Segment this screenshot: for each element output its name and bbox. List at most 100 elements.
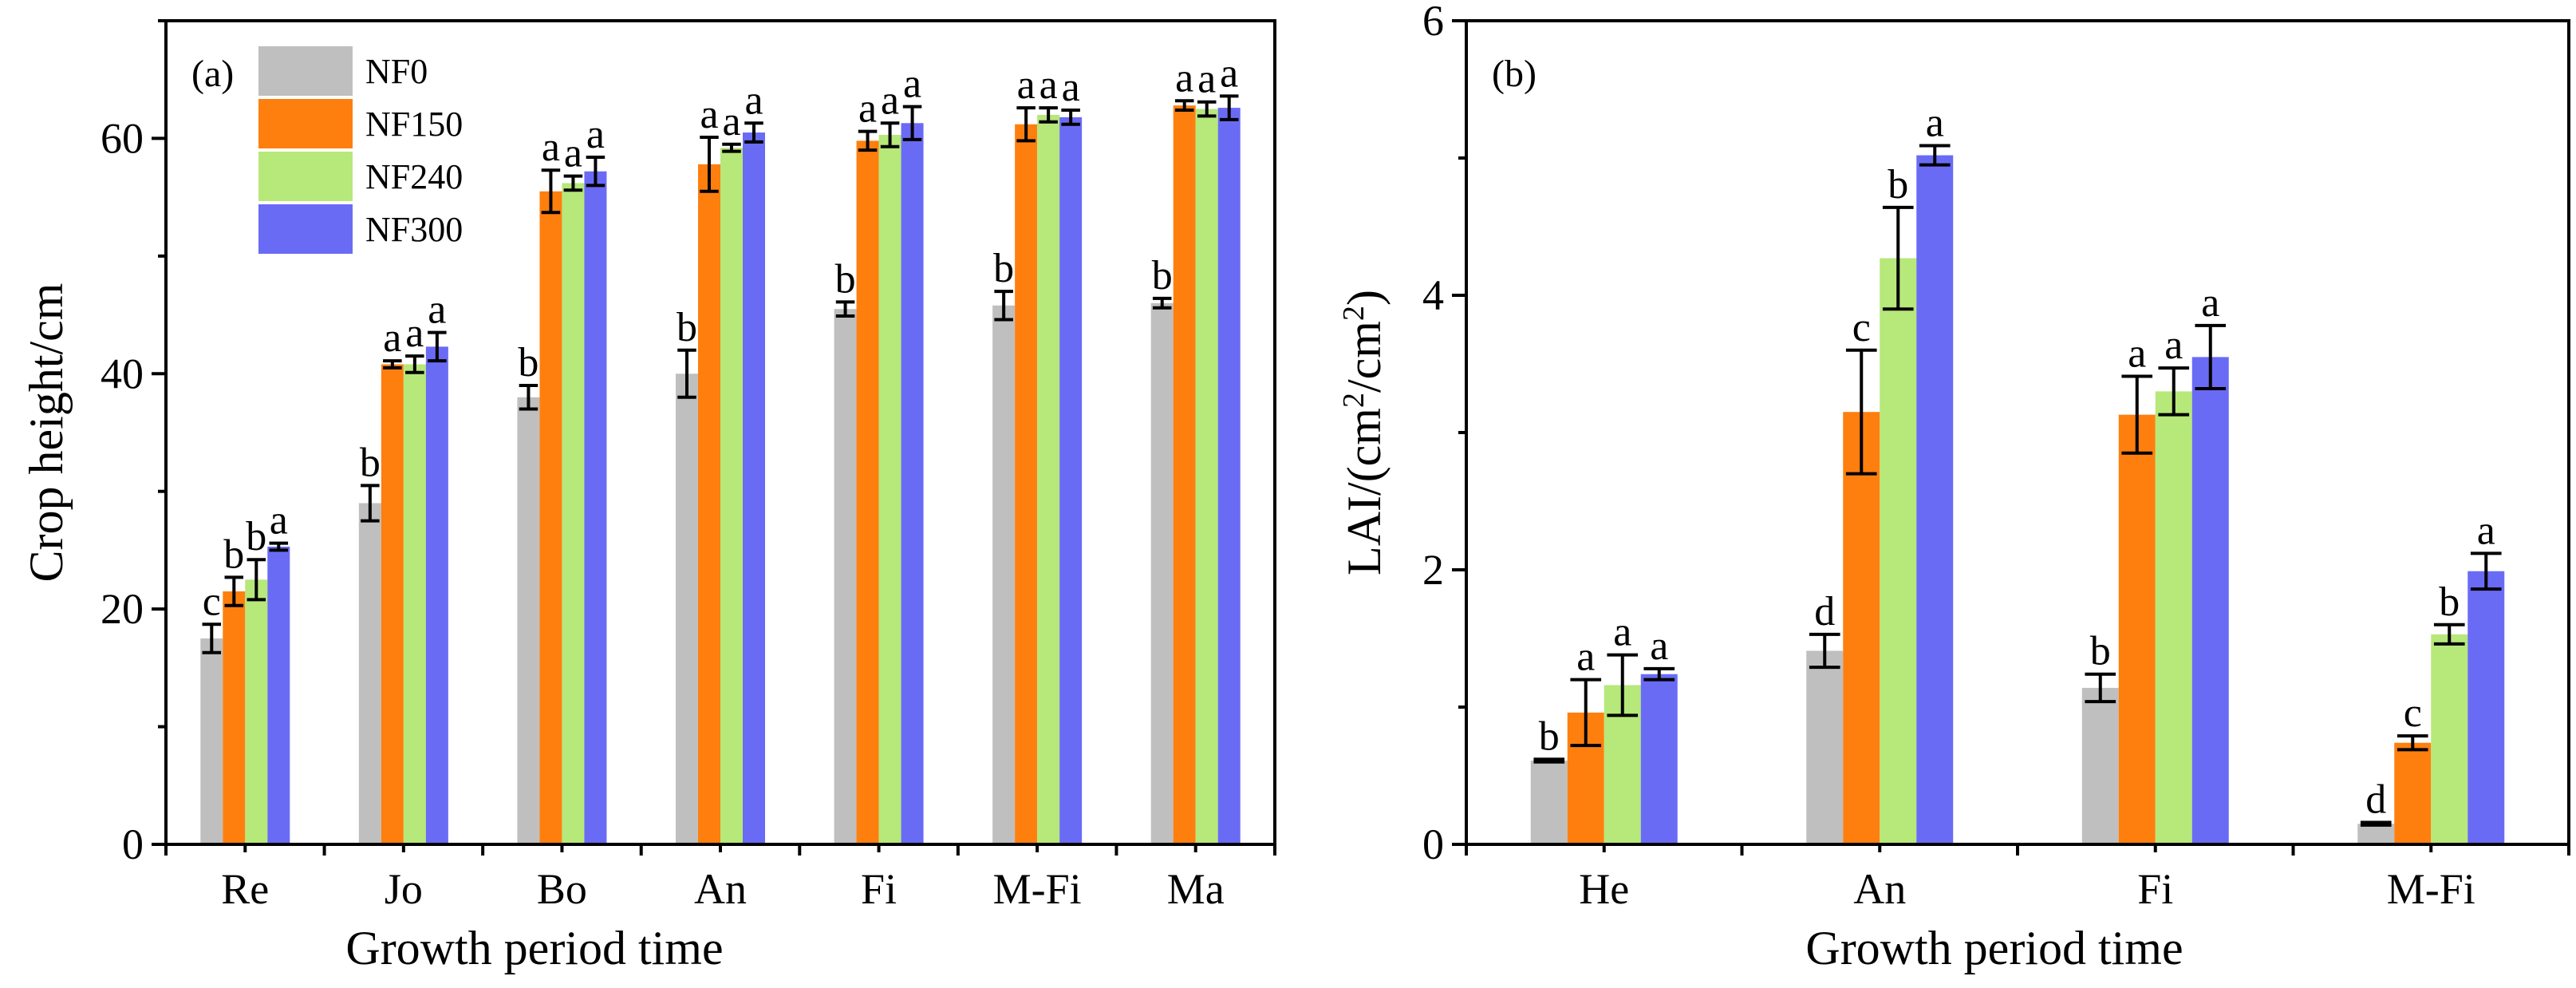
error-bar-NF150-Ma: [1174, 99, 1194, 113]
bar-NF150-Bo: [539, 191, 562, 844]
bar-NF300-Fi: [2191, 357, 2229, 844]
error-bar-NF0-Ma: [1152, 296, 1172, 310]
error-bar-NF0-Fi: [2085, 672, 2116, 704]
panel-b-bars: [1530, 155, 2505, 844]
panel-b-ticks: 0 2 4 6 He An Fi M-Fi: [1422, 0, 2570, 913]
significance-letter-NF240-Jo: a: [405, 310, 424, 356]
bar-NF240-Jo: [403, 364, 426, 844]
bar-NF150-An: [698, 164, 720, 844]
error-bar-NF240-Ma: [1197, 100, 1217, 118]
panel-b-error-bars: [1533, 144, 2502, 827]
significance-letter-NF150-Fi: a: [858, 86, 877, 132]
significance-letter-NF240-He: a: [1613, 610, 1631, 655]
significance-letter-NF240-M-Fi: a: [1039, 62, 1058, 108]
error-bar-NF150-Fi: [858, 129, 878, 152]
significance-letter-NF150-Ma: a: [1175, 55, 1193, 101]
bar-NF300-Fi: [901, 123, 924, 844]
significance-letter-NF0-Re: c: [203, 579, 221, 624]
significance-letter-NF150-An: a: [700, 92, 718, 137]
bar-NF0-Fi: [2081, 687, 2119, 844]
significance-letter-NF240-An: a: [722, 99, 740, 144]
panel-a-tag: (a): [191, 53, 234, 95]
error-bar-NF240-An: [722, 142, 741, 153]
x-tick-label-An: An: [1853, 865, 1906, 913]
error-bar-NF300-Bo: [586, 156, 606, 188]
bar-NF150-Jo: [381, 364, 404, 844]
panel-a-y-axis-title: Crop height/cm: [20, 283, 73, 583]
significance-letter-NF150-Bo: a: [542, 124, 560, 170]
significance-letter-NF150-He: a: [1576, 634, 1595, 680]
significance-letter-NF240-Re: b: [246, 514, 266, 559]
bar-NF0-M-Fi: [2357, 824, 2395, 844]
significance-letter-NF240-Fi: a: [2164, 322, 2183, 368]
bar-NF300-Re: [267, 547, 290, 844]
error-bar-NF150-An: [700, 135, 719, 193]
x-tick-label-Bo: Bo: [537, 865, 587, 913]
bar-NF0-An: [676, 373, 698, 844]
bar-NF300-An: [1916, 155, 1954, 844]
significance-letter-NF300-Re: a: [270, 498, 288, 543]
legend-swatch-NF150: [258, 99, 353, 148]
bar-NF240-Ma: [1195, 109, 1218, 845]
bar-NF300-Bo: [584, 171, 607, 845]
significance-letter-NF150-Jo: a: [383, 315, 401, 361]
x-tick-label-An: An: [694, 865, 747, 913]
error-bar-NF0-Bo: [519, 384, 538, 411]
bar-NF300-Ma: [1217, 108, 1241, 844]
error-bar-NF0-Fi: [835, 300, 855, 318]
error-bar-NF0-An: [677, 348, 696, 399]
bar-NF0-Ma: [1150, 302, 1174, 844]
panel-a-bars: [200, 105, 1241, 845]
significance-letter-NF300-Fi: a: [2201, 280, 2219, 326]
significance-letter-NF240-M-Fi: b: [2439, 579, 2460, 625]
panel-a-error-bars: [202, 94, 1239, 654]
x-tick-label-M-Fi: M-Fi: [2387, 865, 2475, 913]
error-bar-NF0-M-Fi: [2360, 820, 2392, 827]
bar-NF240-Fi: [878, 135, 901, 844]
significance-letter-NF0-An: b: [677, 305, 697, 350]
error-bar-NF240-M-Fi: [2433, 622, 2465, 646]
bar-NF240-Fi: [2155, 391, 2192, 844]
panel-b-y-axis-title: LAI/(cm2/cm2): [1337, 290, 1391, 575]
error-bar-NF300-Fi: [902, 105, 922, 141]
significance-letter-NF150-Re: b: [223, 532, 244, 577]
bar-NF150-An: [1843, 412, 1880, 844]
error-bar-NF0-M-Fi: [994, 290, 1013, 322]
bar-NF150-M-Fi: [1015, 124, 1038, 845]
x-tick-label-M-Fi: M-Fi: [993, 865, 1082, 913]
legend-swatch-NF0: [258, 46, 353, 96]
bar-NF0-He: [1530, 761, 1568, 844]
significance-letter-NF240-Fi: a: [881, 77, 899, 123]
bar-NF0-Bo: [517, 397, 540, 844]
error-bar-NF150-M-Fi: [1016, 106, 1036, 143]
x-tick-label-He: He: [1579, 865, 1629, 913]
error-bar-NF240-An: [1882, 205, 1914, 311]
legend-label-NF300: NF300: [365, 210, 463, 249]
bar-NF150-Fi: [856, 140, 879, 844]
error-bar-NF150-Fi: [2121, 374, 2153, 455]
error-bar-NF150-Re: [224, 575, 244, 607]
significance-letter-NF0-Jo: b: [360, 440, 381, 485]
error-bar-NF300-M-Fi: [1061, 109, 1080, 126]
bar-NF150-Ma: [1173, 105, 1196, 845]
panel-a-x-axis-title: Growth period time: [345, 922, 723, 974]
bar-NF300-An: [743, 132, 765, 845]
y-tick-label: 4: [1422, 271, 1444, 319]
x-tick-label-Fi: Fi: [2137, 865, 2173, 913]
error-bar-NF150-An: [1845, 348, 1877, 476]
y-tick-label: 6: [1422, 0, 1444, 45]
significance-letter-NF300-M-Fi: a: [2477, 508, 2495, 553]
legend-label-NF0: NF0: [365, 52, 428, 91]
y-tick-label: 2: [1422, 546, 1444, 594]
significance-letter-NF300-Ma: a: [1220, 50, 1238, 96]
significance-letter-NF150-An: c: [1852, 305, 1871, 350]
panel-b-x-axis-title: Growth period time: [1805, 922, 2183, 974]
x-tick-label-Ma: Ma: [1167, 865, 1225, 913]
bar-NF240-An: [720, 148, 743, 845]
significance-letter-NF240-An: b: [1888, 162, 1908, 207]
error-bar-NF300-He: [1643, 666, 1675, 682]
error-bar-NF150-He: [1570, 678, 1602, 748]
error-bar-NF240-Jo: [405, 354, 424, 374]
